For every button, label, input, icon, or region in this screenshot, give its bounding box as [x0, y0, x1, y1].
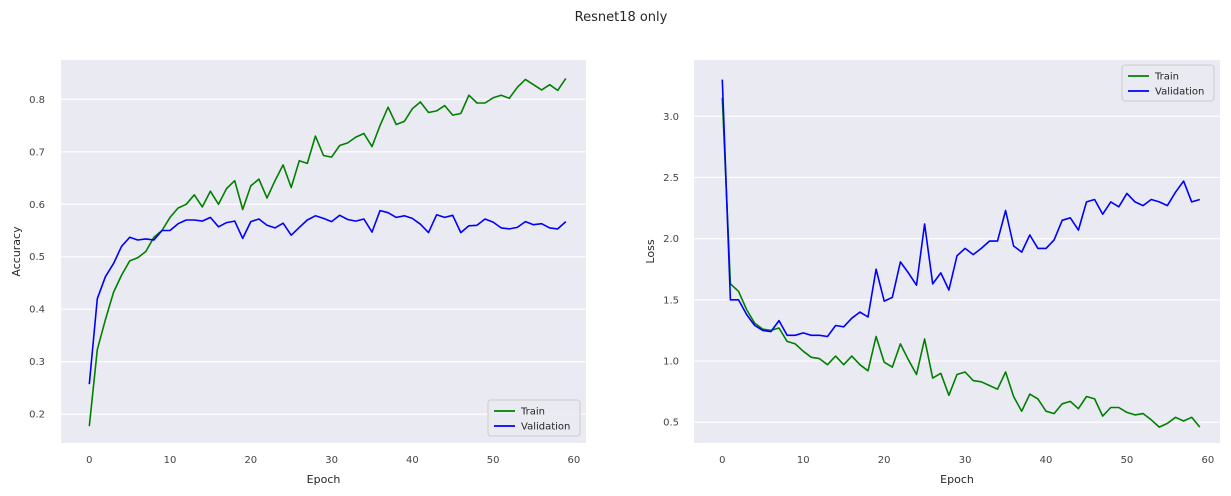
y-tick-label: 0.6	[29, 200, 45, 211]
x-tick-label: 20	[244, 455, 257, 466]
y-tick-label: 0.4	[29, 305, 45, 316]
x-tick-label: 0	[86, 455, 92, 466]
series-line-train	[721, 97, 1201, 428]
series-line-validation	[721, 79, 1201, 338]
x-tick-label: 30	[959, 455, 972, 466]
y-tick-label: 2.5	[663, 173, 679, 184]
y-tick-label: 0.7	[29, 147, 45, 158]
y-tick-label: 2.0	[663, 234, 679, 245]
figure-title: Resnet18 only	[575, 10, 668, 25]
x-tick-label: 50	[487, 455, 500, 466]
x-tick-label: 40	[1040, 455, 1053, 466]
y-axis-label: Loss	[644, 239, 657, 263]
y-tick-label: 1.0	[663, 357, 679, 368]
y-axis-label: Accuracy	[10, 226, 23, 277]
series-line-train	[88, 77, 567, 427]
y-tick-label: 0.2	[29, 410, 45, 421]
plot-area	[694, 60, 1220, 443]
plot-area	[61, 60, 586, 443]
y-tick-label: 3.0	[663, 112, 679, 123]
x-tick-label: 30	[325, 455, 338, 466]
x-tick-label: 40	[406, 455, 419, 466]
y-tick-label: 0.5	[29, 252, 45, 263]
x-tick-label: 10	[797, 455, 810, 466]
x-tick-label: 20	[878, 455, 891, 466]
y-tick-label: 0.3	[29, 357, 45, 368]
legend-label-train: Train	[1154, 72, 1179, 83]
x-tick-label: 10	[164, 455, 177, 466]
legend-label-validation: Validation	[521, 422, 570, 433]
legend: Train Validation	[487, 399, 581, 437]
legend: Train Validation	[1121, 64, 1215, 102]
accuracy-chart: 0.2 0.3 0.4 0.5 0.6 0.7 0.8 0 10 20 30 40 50 60 Epoch A…	[10, 60, 586, 486]
x-tick-label: 0	[719, 455, 725, 466]
y-tick-label: 0.8	[29, 95, 45, 106]
x-tick-label: 60	[1201, 455, 1214, 466]
legend-label-validation: Validation	[1155, 87, 1204, 98]
series-line-validation	[88, 209, 567, 385]
x-tick-label: 60	[568, 455, 581, 466]
x-axis-label: Epoch	[940, 473, 974, 486]
loss-chart: 0.5 1.0 1.5 2.0 2.5 3.0 0 10 20 30 40 50 60 Epoch Loss…	[644, 60, 1220, 486]
legend-box	[1121, 64, 1215, 102]
x-tick-label: 50	[1121, 455, 1134, 466]
x-axis-label: Epoch	[307, 473, 341, 486]
legend-box	[487, 399, 581, 437]
legend-label-train: Train	[520, 407, 545, 418]
y-tick-label: 1.5	[663, 295, 679, 306]
y-tick-label: 0.5	[663, 418, 679, 429]
